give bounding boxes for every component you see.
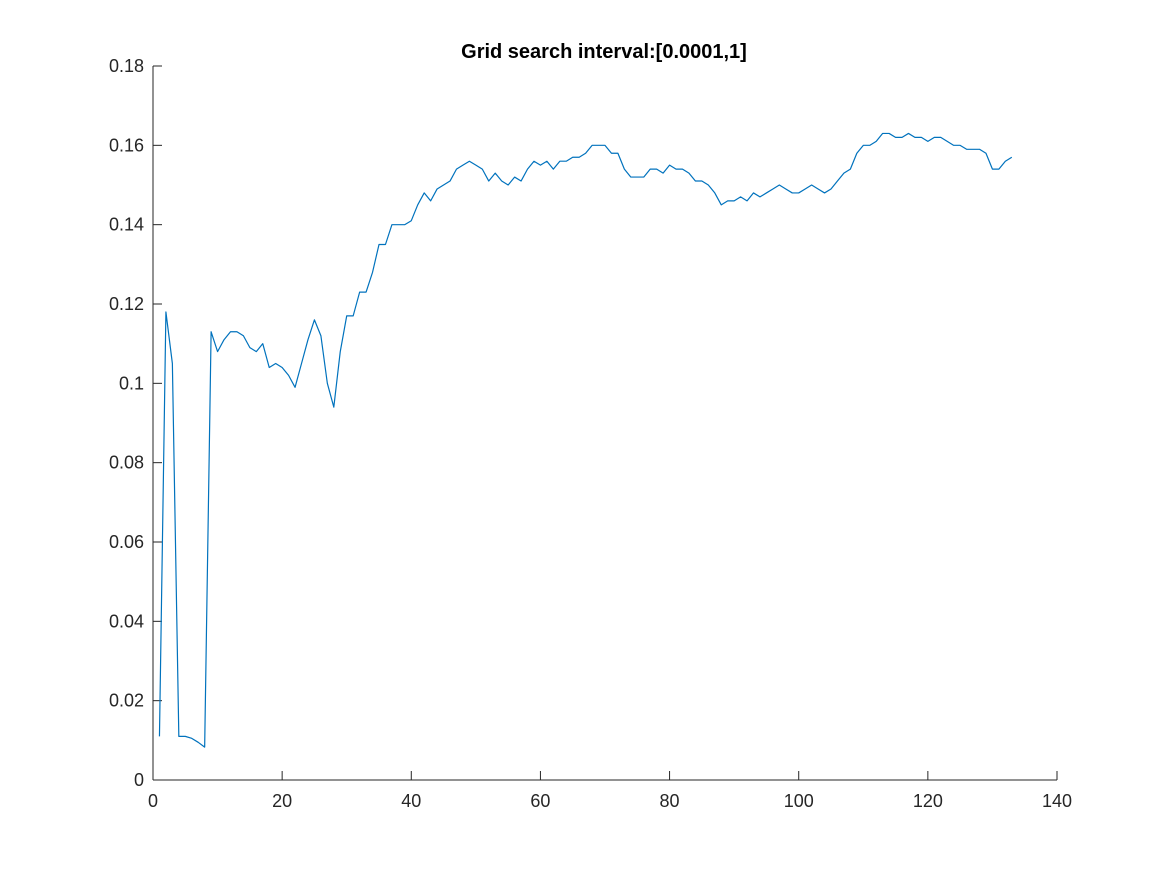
x-tick-label: 60 — [530, 791, 550, 811]
y-tick-label: 0.18 — [109, 56, 144, 76]
y-tick-label: 0.14 — [109, 215, 144, 235]
y-tick-label: 0.1 — [119, 373, 144, 393]
y-tick-label: 0.16 — [109, 135, 144, 155]
axes: 0 20 40 60 80 100 120 140 0 0.02 0.04 0.06 0.08 0.1 0.… — [109, 56, 1072, 811]
series-line-0 — [158, 132, 1013, 748]
y-tick-label: 0.04 — [109, 611, 144, 631]
x-tick-label: 100 — [784, 791, 814, 811]
chart-title: Grid search interval:[0.0001,1] — [461, 41, 747, 63]
x-tick-label: 120 — [913, 791, 943, 811]
x-tick-label: 80 — [660, 791, 680, 811]
y-tick-label: 0 — [134, 770, 144, 790]
y-tick-label: 0.12 — [109, 294, 144, 314]
y-tick-label: 0.08 — [109, 453, 144, 473]
x-tick-label: 140 — [1042, 791, 1072, 811]
series-group — [158, 132, 1013, 748]
x-tick-label: 20 — [272, 791, 292, 811]
y-tick-label: 0.02 — [109, 691, 144, 711]
y-tick-label: 0.06 — [109, 532, 144, 552]
x-tick-label: 40 — [401, 791, 421, 811]
x-tick-label: 0 — [148, 791, 158, 811]
